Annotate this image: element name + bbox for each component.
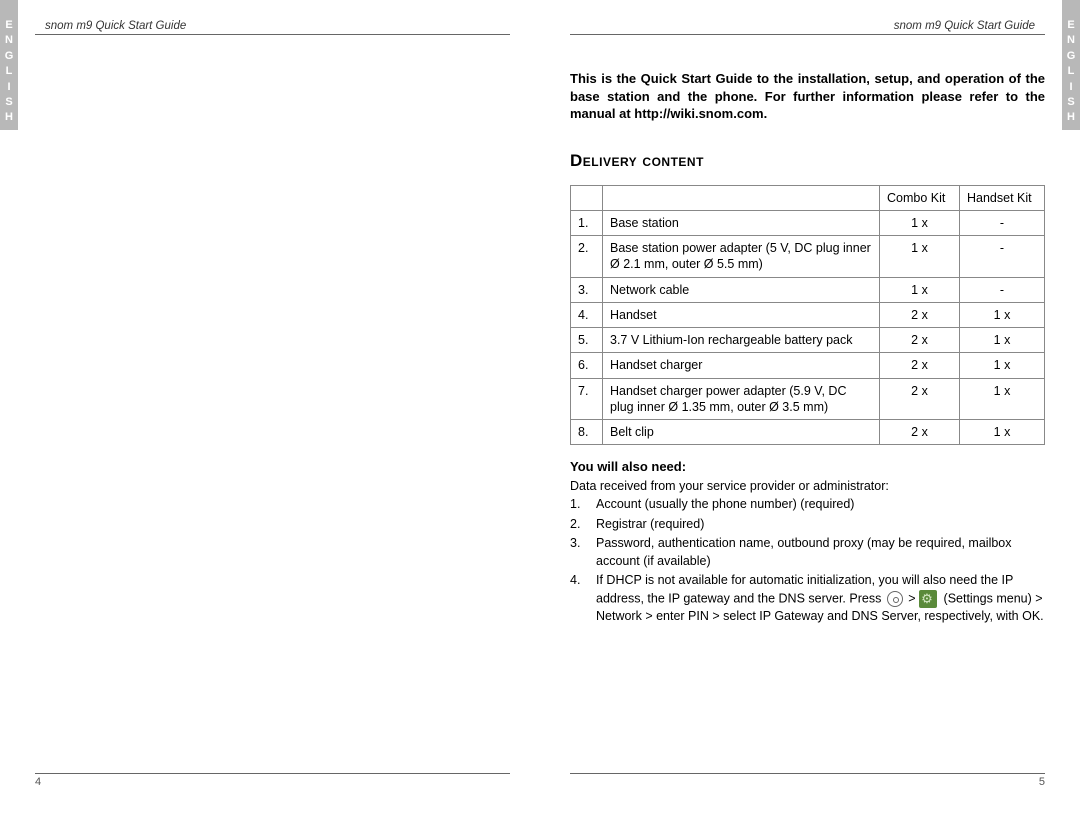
col-header-combo: Combo Kit [880, 185, 960, 210]
cell-item: Base station [603, 210, 880, 235]
cell-handset: 1 x [960, 420, 1045, 445]
table-row: 5.3.7 V Lithium-Ion rechargeable battery… [571, 328, 1045, 353]
cell-combo: 2 x [880, 328, 960, 353]
lang-letter: S [1067, 95, 1074, 110]
cell-item: Network cable [603, 277, 880, 302]
also-need-list: 1. Account (usually the phone number) (r… [570, 496, 1045, 625]
cell-number: 6. [571, 353, 603, 378]
cell-number: 3. [571, 277, 603, 302]
language-tab-right: E N G L I S H [1062, 0, 1080, 130]
language-tab-left: E N G L I S H [0, 0, 18, 130]
page-left: E N G L I S H snom m9 Quick Start Guide … [0, 0, 540, 823]
cell-handset: - [960, 277, 1045, 302]
lang-letter: G [5, 49, 14, 64]
cell-number: 5. [571, 328, 603, 353]
table-row: 4.Handset2 x1 x [571, 302, 1045, 327]
cell-handset: - [960, 236, 1045, 278]
cell-combo: 2 x [880, 302, 960, 327]
cell-combo: 2 x [880, 378, 960, 420]
table-header-row: Combo Kit Handset Kit [571, 185, 1045, 210]
list-number: 4. [570, 572, 596, 625]
cell-handset: 1 x [960, 328, 1045, 353]
list-item: 4. If DHCP is not available for automati… [570, 572, 1045, 625]
list-text: Account (usually the phone number) (requ… [596, 496, 1045, 514]
page-number-left: 4 [35, 776, 510, 788]
cell-combo: 1 x [880, 210, 960, 235]
cell-item: Handset charger power adapter (5.9 V, DC… [603, 378, 880, 420]
lang-letter: L [1068, 64, 1075, 79]
page-right: E N G L I S H snom m9 Quick Start Guide … [540, 0, 1080, 823]
cell-combo: 1 x [880, 236, 960, 278]
settings-menu-icon [919, 590, 937, 608]
nav-key-icon [887, 591, 903, 607]
page-number-right: 5 [570, 776, 1045, 788]
header-rule-left: snom m9 Quick Start Guide [35, 20, 510, 35]
table-row: 3.Network cable1 x- [571, 277, 1045, 302]
table-row: 8.Belt clip2 x1 x [571, 420, 1045, 445]
lang-letter: E [5, 18, 12, 33]
running-header-left: snom m9 Quick Start Guide [45, 20, 510, 32]
list-item: 3. Password, authentication name, outbou… [570, 535, 1045, 570]
table-row: 7.Handset charger power adapter (5.9 V, … [571, 378, 1045, 420]
lang-letter: S [5, 95, 12, 110]
cell-combo: 1 x [880, 277, 960, 302]
list-number: 1. [570, 496, 596, 514]
cell-item: Base station power adapter (5 V, DC plug… [603, 236, 880, 278]
delivery-content-heading: Delivery content [570, 151, 1045, 171]
cell-number: 2. [571, 236, 603, 278]
cell-number: 8. [571, 420, 603, 445]
cell-item: 3.7 V Lithium-Ion rechargeable battery p… [603, 328, 880, 353]
cell-handset: 1 x [960, 302, 1045, 327]
lang-letter: N [5, 33, 13, 48]
cell-item: Handset charger [603, 353, 880, 378]
also-need-heading: You will also need: [570, 459, 1045, 474]
table-row: 6.Handset charger2 x1 x [571, 353, 1045, 378]
table-row: 2.Base station power adapter (5 V, DC pl… [571, 236, 1045, 278]
lang-letter: E [1067, 18, 1074, 33]
header-rule-right: snom m9 Quick Start Guide [570, 20, 1045, 35]
list-number: 3. [570, 535, 596, 570]
lang-letter: H [1067, 110, 1075, 125]
table-row: 1.Base station1 x- [571, 210, 1045, 235]
footer-rule-right: 5 [570, 773, 1045, 788]
footer-rule-left: 4 [35, 773, 510, 788]
lang-letter: I [1069, 80, 1072, 95]
item4-arrow: > [905, 591, 919, 605]
cell-item: Belt clip [603, 420, 880, 445]
delivery-content-table: Combo Kit Handset Kit 1.Base station1 x-… [570, 185, 1045, 446]
cell-number: 1. [571, 210, 603, 235]
list-item: 1. Account (usually the phone number) (r… [570, 496, 1045, 514]
cell-combo: 2 x [880, 420, 960, 445]
list-number: 2. [570, 516, 596, 534]
list-item: 2. Registrar (required) [570, 516, 1045, 534]
also-need-intro: Data received from your service provider… [570, 479, 1045, 493]
lang-letter: G [1067, 49, 1076, 64]
running-header-right: snom m9 Quick Start Guide [570, 20, 1035, 32]
lang-letter: H [5, 110, 13, 125]
lang-letter: I [7, 80, 10, 95]
list-text: If DHCP is not available for automatic i… [596, 572, 1045, 625]
col-header-handset: Handset Kit [960, 185, 1045, 210]
list-text: Registrar (required) [596, 516, 1045, 534]
cell-item: Handset [603, 302, 880, 327]
col-header-blank [571, 185, 603, 210]
page-spread: E N G L I S H snom m9 Quick Start Guide … [0, 0, 1080, 823]
cell-handset: - [960, 210, 1045, 235]
cell-handset: 1 x [960, 353, 1045, 378]
cell-combo: 2 x [880, 353, 960, 378]
cell-number: 7. [571, 378, 603, 420]
list-text: Password, authentication name, outbound … [596, 535, 1045, 570]
lang-letter: L [6, 64, 13, 79]
cell-number: 4. [571, 302, 603, 327]
col-header-item [603, 185, 880, 210]
cell-handset: 1 x [960, 378, 1045, 420]
lang-letter: N [1067, 33, 1075, 48]
intro-paragraph: This is the Quick Start Guide to the ins… [570, 70, 1045, 123]
